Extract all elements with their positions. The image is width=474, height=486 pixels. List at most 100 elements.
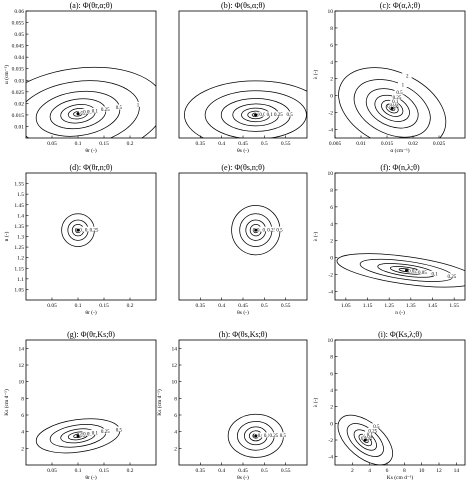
minimum-marker bbox=[76, 434, 80, 438]
contour-label: 0.25 bbox=[90, 228, 99, 233]
contour-label-bg bbox=[132, 101, 143, 107]
contour-label: 0.1 bbox=[92, 110, 99, 115]
contour-label: 0.1 bbox=[262, 228, 269, 233]
contour-label: 0.05 bbox=[390, 103, 399, 108]
y-axis-label: n (-) bbox=[3, 232, 10, 242]
x-tick-label: 4 bbox=[368, 468, 371, 474]
minimum-marker bbox=[254, 113, 258, 117]
x-tick-label: 0.2 bbox=[127, 303, 134, 309]
y-tick-label: -2 bbox=[328, 273, 333, 279]
y-tick-label: 4 bbox=[330, 388, 333, 394]
x-tick-label: 10 bbox=[419, 468, 425, 474]
y-tick-label: 8 bbox=[174, 396, 177, 402]
y-tick-label: 1.35 bbox=[14, 224, 24, 230]
contour-label-bg bbox=[364, 431, 375, 437]
x-axis-label: θs (-) bbox=[237, 474, 249, 481]
contour-label-bg bbox=[394, 89, 405, 95]
x-tick-label: 0.4 bbox=[218, 303, 225, 309]
contour-label: 0.5 bbox=[116, 106, 123, 111]
y-tick-label: 8 bbox=[21, 396, 24, 402]
y-tick-label: 0 bbox=[330, 256, 333, 262]
y-tick-label: 8 bbox=[330, 188, 333, 194]
contour-label: 0.1 bbox=[367, 433, 374, 438]
y-tick-label: 6 bbox=[330, 371, 333, 377]
contour-label-bg bbox=[392, 94, 403, 100]
contour-level-1 bbox=[204, 90, 307, 138]
y-axis-label: λ (-) bbox=[312, 398, 319, 408]
x-axis-label: θr (-) bbox=[85, 309, 97, 316]
x-tick-label: 0.55 bbox=[281, 468, 291, 474]
x-axis-label: α (cm⁻¹) bbox=[390, 147, 409, 154]
y-tick-label: 1.4 bbox=[17, 213, 24, 219]
plot-frame bbox=[178, 172, 308, 301]
x-tick-label: 0.35 bbox=[196, 468, 206, 474]
contour-label: 0.025 bbox=[361, 437, 373, 442]
y-tick-label: 1.1 bbox=[17, 277, 24, 283]
x-tick-label: 0.025 bbox=[433, 141, 446, 147]
contour-label-bg bbox=[77, 431, 88, 437]
y-tick-label: 2 bbox=[21, 446, 24, 452]
panel-g: (g): Φ(θr,Ks;θ)0.05 0.1 0.15 0.22468101214θ… bbox=[3, 330, 157, 481]
contour-label-bg bbox=[77, 109, 88, 115]
contour-label-bg bbox=[397, 82, 408, 88]
y-tick-label: 14 bbox=[19, 346, 25, 352]
panel-title: (i): Φ(Ks,λ;θ) bbox=[378, 330, 422, 339]
x-tick-label: 0.4 bbox=[218, 468, 225, 474]
x-tick-label: 1.15 bbox=[363, 303, 373, 309]
plot-frame bbox=[178, 10, 308, 139]
x-tick-label: 0.05 bbox=[47, 303, 57, 309]
y-tick-label: 0.04 bbox=[14, 55, 24, 61]
x-tick-label: 1.05 bbox=[341, 303, 351, 309]
panel-title: (f): Φ(n,λ;θ) bbox=[380, 163, 420, 172]
panel-title: (b): Φ(θs,α;θ) bbox=[221, 1, 265, 10]
contour-label-bg bbox=[367, 427, 378, 433]
y-tick-label: 0.015 bbox=[12, 113, 25, 119]
panel-b: (b): Φ(θs,α;θ) 0.35 0.4 0.45 0.5 0.55 θs (-) 0.… bbox=[178, 1, 308, 154]
contour-label: 0.25 bbox=[269, 434, 278, 439]
x-tick-label: 0.005 bbox=[329, 141, 342, 147]
minimum-marker bbox=[76, 112, 80, 116]
contour-label-bg bbox=[89, 107, 100, 113]
contour-label-bg bbox=[100, 106, 111, 112]
contour-label: 0.5 bbox=[280, 434, 287, 439]
x-tick-label: 1.45 bbox=[428, 303, 438, 309]
y-tick-label: 0.06 bbox=[14, 9, 24, 15]
x-tick-label: 2 bbox=[351, 468, 354, 474]
y-tick-label: -4 bbox=[328, 290, 333, 296]
panel-a: (a): Φ(θr,α;θ)0.05 0.1 0.15 0.20.010.0150.0… bbox=[3, 1, 157, 154]
contour-label: 0.25 bbox=[101, 108, 110, 113]
x-tick-label: 12 bbox=[436, 468, 442, 474]
y-tick-label: 1.15 bbox=[14, 266, 24, 272]
y-tick-label: 2 bbox=[330, 77, 333, 83]
panel-f: (f): Φ(n,λ;θ) 1.05 1.15 1.25 1.35 1.45 1.55 -4 -… bbox=[312, 163, 466, 316]
x-tick-label: 0.35 bbox=[196, 303, 206, 309]
x-axis-label: θs (-) bbox=[237, 147, 249, 154]
x-tick-label: 0.15 bbox=[99, 468, 109, 474]
y-tick-label: 0.02 bbox=[14, 101, 24, 107]
minimum-marker bbox=[363, 438, 367, 442]
contour-label: 2 bbox=[406, 74, 409, 79]
minimum-marker bbox=[76, 228, 80, 232]
contour-label-bg bbox=[277, 432, 288, 438]
x-tick-label: 1.25 bbox=[384, 303, 394, 309]
y-tick-label: 1.25 bbox=[14, 245, 24, 251]
panel-title: (e): Φ(θs,n;θ) bbox=[221, 163, 265, 172]
contour-label: 0.25 bbox=[101, 430, 110, 435]
y-tick-label: 10 bbox=[328, 9, 334, 15]
contour-label-bg bbox=[113, 104, 124, 110]
x-tick-label: 0.55 bbox=[281, 303, 291, 309]
contour-label-bg bbox=[446, 273, 457, 279]
panel-title: (g): Φ(θr,Ks;θ) bbox=[67, 330, 115, 339]
x-tick-label: 8 bbox=[403, 468, 406, 474]
contour-label-bg bbox=[260, 226, 271, 232]
y-axis-label: α (cm⁻¹) bbox=[3, 65, 10, 84]
contour-label: 0.05 bbox=[83, 433, 92, 438]
contour-label: 0.5 bbox=[396, 91, 403, 96]
y-axis-label: Ks (cm d⁻¹) bbox=[156, 389, 163, 416]
y-tick-label: -2 bbox=[328, 111, 333, 117]
y-tick-label: 6 bbox=[21, 413, 24, 419]
contour-label-bg bbox=[89, 429, 100, 435]
